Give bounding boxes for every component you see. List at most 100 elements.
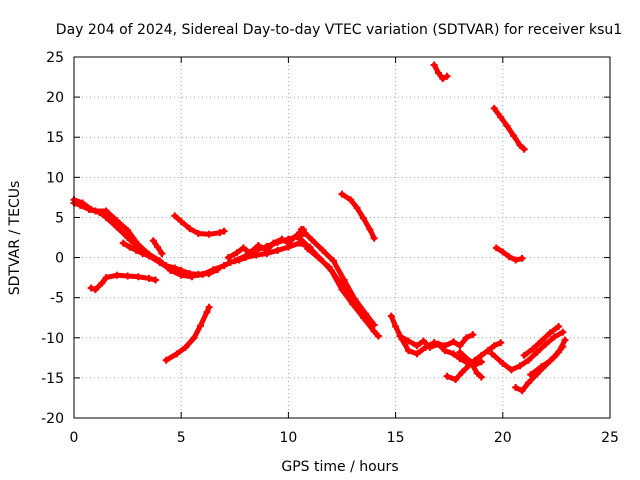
data-point [533, 348, 541, 356]
x-tick-label: 0 [70, 430, 79, 446]
data-point [559, 328, 567, 336]
y-axis-title: SDTVAR / TECUs [7, 181, 23, 296]
data-point [516, 141, 524, 149]
x-tick-label: 20 [494, 430, 512, 446]
y-tick-label: 25 [46, 50, 64, 66]
data-point [469, 331, 477, 339]
data-point [274, 238, 282, 246]
data-point [224, 254, 232, 262]
data-point [132, 246, 140, 254]
data-point [145, 274, 153, 282]
data-point [456, 348, 464, 356]
data-point [439, 75, 447, 83]
data-point [79, 199, 87, 207]
data-point [336, 278, 344, 286]
data-point [490, 104, 498, 112]
data-point [263, 242, 271, 250]
data-point [434, 340, 442, 348]
tick-labels: 0 5 10 15 20 25 -20 -15 -10 -5 0 5 10 15 20 25 [41, 50, 619, 446]
data-point [102, 207, 110, 215]
data-point [314, 254, 322, 262]
data-point [419, 337, 427, 345]
data-point [347, 292, 355, 300]
data-point [542, 340, 550, 348]
series-trace-arc-2 [71, 197, 227, 279]
data-point [505, 253, 513, 261]
data-point [102, 274, 110, 282]
y-tick-label: 5 [55, 210, 64, 226]
data-point [404, 337, 412, 345]
data-point [525, 379, 533, 387]
data-point [113, 217, 121, 225]
data-point [490, 342, 498, 350]
data-point [512, 384, 520, 392]
data-point [477, 351, 485, 359]
data-point [304, 245, 312, 253]
data-point [205, 270, 213, 278]
y-tick-label: 10 [46, 170, 64, 186]
data-point [499, 248, 507, 256]
series-trace-arc-19 [431, 62, 450, 82]
data-point [205, 303, 213, 311]
data-point [488, 350, 496, 358]
data-point [205, 230, 213, 238]
series-trace-arc-6 [163, 304, 212, 363]
data-point [220, 227, 228, 235]
data-point [98, 279, 106, 287]
data-point [162, 262, 170, 270]
data-point [413, 342, 421, 350]
data-point [441, 347, 449, 355]
data-point [87, 284, 95, 292]
series-trace-arc-13 [305, 246, 375, 326]
data-point [366, 225, 374, 233]
data-point [171, 264, 179, 272]
data-point [239, 244, 247, 252]
data-point [177, 217, 185, 225]
data-point [370, 327, 378, 335]
data-point [96, 209, 104, 217]
data-point [181, 343, 189, 351]
data-point [252, 246, 260, 254]
data-point [242, 252, 250, 260]
data-point [413, 350, 421, 358]
data-point [452, 375, 460, 383]
data-point [113, 223, 121, 231]
data-point [308, 236, 316, 244]
data-point [518, 387, 526, 395]
data-point [186, 270, 194, 278]
data-point [177, 266, 185, 274]
data-point [497, 113, 505, 121]
data-point [102, 213, 110, 221]
data-point [537, 363, 545, 371]
data-point [347, 196, 355, 204]
data-point [477, 358, 485, 366]
data-point [525, 356, 533, 364]
data-point [139, 250, 147, 258]
data-point [156, 258, 164, 266]
y-tick-label: -5 [50, 291, 64, 307]
data-point [329, 257, 337, 265]
data-point [124, 234, 132, 241]
data-point [295, 234, 303, 241]
data-point [374, 332, 382, 340]
chart-title: Day 204 of 2024, Sidereal Day-to-day VTE… [56, 22, 622, 38]
data-point [443, 72, 451, 80]
data-point [227, 258, 235, 266]
data-point [550, 333, 558, 341]
data-point [555, 323, 563, 331]
data-point [462, 334, 470, 342]
data-point [216, 229, 224, 237]
data-point [214, 266, 222, 274]
data-point [510, 132, 518, 140]
data-point [124, 272, 132, 280]
data-point [151, 276, 159, 284]
data-point [194, 229, 202, 237]
x-tick-label: 10 [279, 430, 297, 446]
data-point [537, 337, 545, 345]
x-tick-label: 5 [177, 430, 186, 446]
data-point [319, 246, 327, 254]
data-point [340, 276, 348, 284]
data-point [561, 336, 569, 344]
data-point [512, 256, 520, 264]
